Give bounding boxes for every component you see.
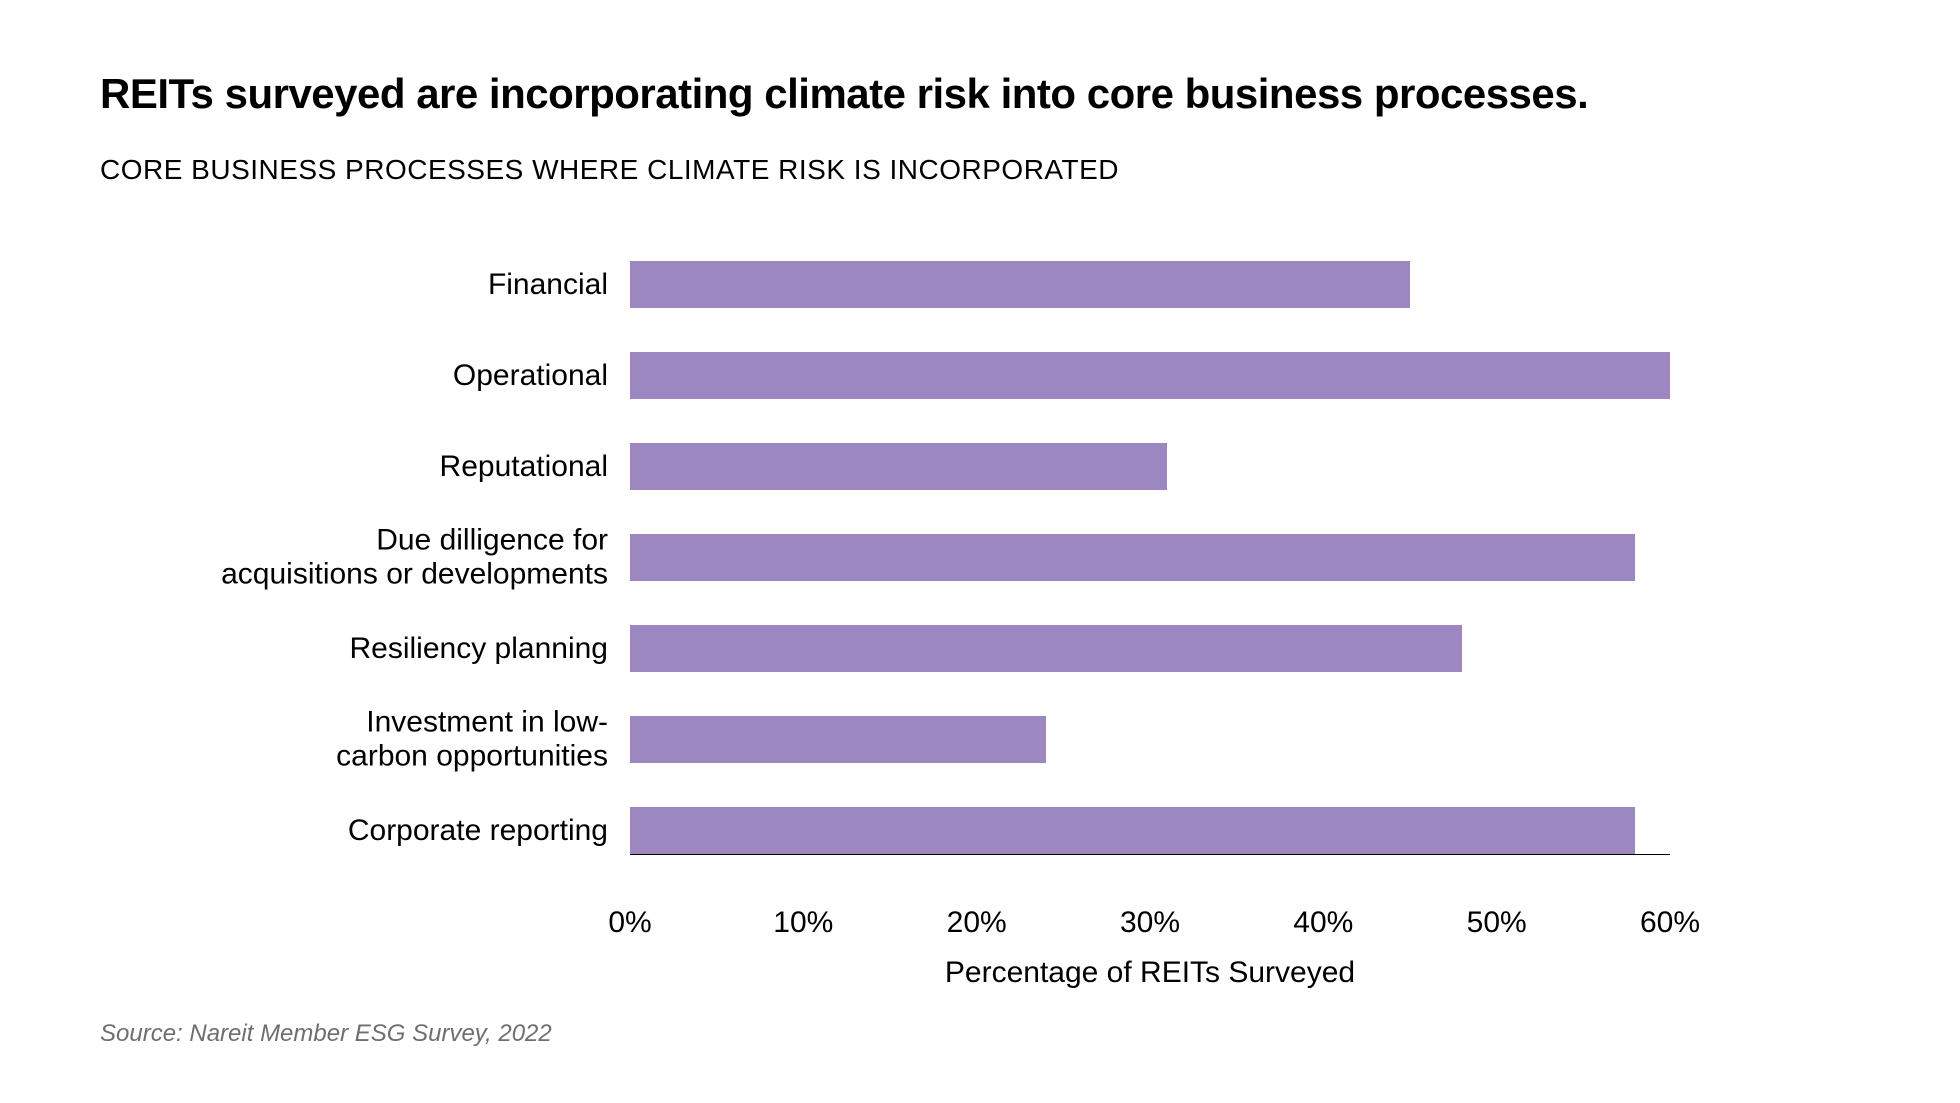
x-tick-label: 60% xyxy=(1640,906,1700,940)
x-tick-label: 50% xyxy=(1467,906,1527,940)
plot-row: Financial Operational Reputational Due dill… xyxy=(100,256,1860,896)
x-axis-baseline xyxy=(630,854,1670,855)
page: REITs surveyed are incorporating climate… xyxy=(0,0,1960,1103)
x-axis-label-spacer xyxy=(100,956,630,1006)
bar-chart: Financial Operational Reputational Due dill… xyxy=(100,256,1860,1006)
bar xyxy=(630,625,1462,672)
bar xyxy=(630,352,1670,399)
bar xyxy=(630,443,1167,490)
y-axis-label: Due dilligence for acquisitions or devel… xyxy=(221,523,608,592)
x-tick-label: 40% xyxy=(1293,906,1353,940)
y-axis-labels: Financial Operational Reputational Due dill… xyxy=(100,256,630,896)
x-axis-label-row: Percentage of REITs Surveyed xyxy=(100,956,1860,1006)
y-axis-label: Financial xyxy=(488,267,608,302)
x-tick-label: 20% xyxy=(947,906,1007,940)
x-tick-label: 10% xyxy=(773,906,833,940)
chart-subtitle: CORE BUSINESS PROCESSES WHERE CLIMATE RI… xyxy=(100,154,1860,186)
x-axis-row: 0% 10% 20% 30% 40% 50% 60% xyxy=(100,896,1860,956)
bar xyxy=(630,716,1046,763)
x-axis-spacer xyxy=(100,896,630,956)
y-axis-label: Resiliency planning xyxy=(350,631,609,666)
bar xyxy=(630,807,1635,854)
x-axis-label-container: Percentage of REITs Surveyed xyxy=(630,956,1670,1006)
x-axis-label: Percentage of REITs Surveyed xyxy=(945,956,1355,990)
plot-area xyxy=(630,256,1670,896)
y-axis-label: Corporate reporting xyxy=(348,813,608,848)
y-axis-label: Operational xyxy=(453,358,608,393)
y-axis-label: Investment in low- carbon opportunities xyxy=(336,705,608,774)
x-tick-label: 30% xyxy=(1120,906,1180,940)
chart-title: REITs surveyed are incorporating climate… xyxy=(100,70,1860,118)
bar xyxy=(630,534,1635,581)
y-axis-label: Reputational xyxy=(440,449,608,484)
chart-source: Source: Nareit Member ESG Survey, 2022 xyxy=(100,1020,1860,1048)
x-axis-ticks: 0%10%20%30%40%50%60% xyxy=(630,906,1670,956)
bar xyxy=(630,261,1410,308)
x-tick-label: 0% xyxy=(608,906,651,940)
